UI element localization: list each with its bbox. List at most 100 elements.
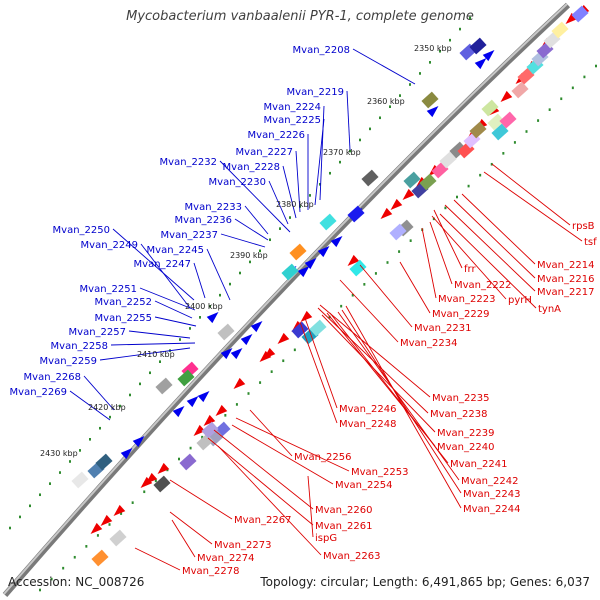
reverse-leader-line [299, 321, 338, 424]
tick-dot [328, 315, 331, 319]
reverse-gene-label: Mvan_2229 [432, 309, 489, 320]
forward-gene-label: Mvan_2230 [209, 177, 266, 188]
map-title: Mycobacterium vanbaalenii PYR-1, complet… [126, 9, 474, 24]
tick-dot [149, 371, 151, 375]
tick-dot [432, 217, 435, 221]
forward-gene-arrow [330, 235, 343, 248]
reverse-leader-line [319, 304, 431, 398]
reverse-gene-label: rpsB [572, 221, 595, 232]
tick-dot [99, 426, 101, 430]
reverse-leader-line [213, 429, 314, 510]
reverse-leader-line [207, 437, 314, 526]
gene-box [95, 453, 113, 471]
gene-box [177, 369, 195, 387]
gene-box [419, 173, 437, 191]
reverse-gene-arrow [90, 522, 103, 535]
forward-leader-line [282, 165, 297, 219]
tick-dot [386, 261, 389, 264]
tick-dot [259, 249, 261, 253]
reverse-gene-label: Mvan_2239 [437, 428, 494, 439]
tick-dot [319, 183, 321, 186]
kbp-mark: 2380 kbp [276, 200, 314, 209]
forward-leader-line [112, 228, 195, 301]
reverse-gene-label: ispG [315, 533, 337, 544]
forward-gene-label: Mvan_2249 [81, 240, 138, 251]
tick-dot [456, 195, 458, 199]
reverse-gene-label: Mvan_2217 [537, 287, 594, 298]
forward-gene-label: Mvan_2251 [80, 284, 137, 295]
gene-box [155, 377, 173, 395]
reverse-gene-arrow [203, 414, 216, 427]
label-leaders [69, 48, 583, 571]
reverse-gene-label: Mvan_2214 [537, 260, 594, 271]
reverse-gene-arrow [402, 188, 415, 201]
reverse-gene-label: Mvan_2263 [323, 551, 380, 562]
forward-leader-line [83, 375, 115, 411]
forward-leader-line [154, 316, 197, 327]
forward-gene-arrow [220, 347, 233, 360]
reverse-gene-label: Mvan_2231 [414, 323, 471, 334]
forward-leader-line [193, 262, 206, 299]
reverse-leader-line [249, 409, 293, 457]
tick-dot [96, 534, 99, 537]
tick-dot [490, 162, 493, 166]
kbp-mark: 2390 kbp [230, 251, 268, 260]
reverse-leader-line [421, 227, 437, 299]
tick-dot [349, 149, 351, 153]
tick-dot [143, 490, 146, 494]
gene-box [571, 5, 589, 23]
forward-leader-line [128, 330, 191, 339]
reverse-leader-line [169, 511, 213, 545]
kbp-mark: 2430 kbp [40, 449, 78, 458]
forward-gene-label: Mvan_2259 [40, 356, 97, 367]
tick-dot [247, 392, 250, 395]
tick-dot [537, 119, 540, 122]
forward-gene-label: Mvan_2247 [134, 259, 191, 270]
gene-features [71, 4, 590, 567]
reverse-leader-line [483, 171, 583, 242]
forward-leader-line [206, 248, 231, 301]
tick-dot [289, 216, 291, 219]
gene-box [91, 549, 109, 567]
reverse-gene-label: Mvan_2246 [339, 404, 396, 415]
gene-box [551, 21, 569, 39]
tick-dot [409, 239, 412, 242]
reverse-leader-line [431, 215, 507, 300]
reverse-leader-line [429, 221, 453, 285]
reverse-gene-arrow [259, 350, 272, 363]
kbp-mark: 2360 kbp [367, 97, 405, 106]
tick-dot [444, 206, 447, 210]
tick-dot [109, 415, 111, 419]
gene-box [71, 471, 89, 489]
tick-dot [50, 577, 53, 581]
gene-box [196, 433, 214, 451]
reverse-gene-label: Mvan_2244 [463, 504, 520, 515]
tick-dot [219, 293, 221, 297]
reverse-leader-line [433, 209, 463, 269]
reverse-gene-label: Mvan_2274 [197, 553, 254, 564]
tick-dot [166, 468, 169, 472]
tick-dot [120, 512, 123, 515]
kbp-mark: 2410 kbp [137, 350, 175, 359]
tick-dot [189, 446, 192, 450]
reverse-leader-line [339, 279, 399, 343]
gene-box [421, 91, 439, 109]
forward-gene-label: Mvan_2255 [95, 313, 152, 324]
tick-dot [39, 588, 41, 592]
forward-gene-label: Mvan_2237 [161, 230, 218, 241]
kbp-mark: 2420 kbp [88, 403, 126, 412]
reverse-gene-label: Mvan_2273 [214, 540, 271, 551]
tick-dot [62, 566, 65, 570]
tick-dot [439, 49, 441, 53]
forward-gene-label: Mvan_2250 [53, 225, 110, 236]
reverse-gene-label: tsf [584, 237, 597, 248]
tick-dot [270, 370, 273, 373]
gene-box [517, 67, 535, 85]
tick-dot [389, 105, 391, 108]
reverse-gene-label: Mvan_2223 [438, 294, 495, 305]
reverse-gene-label: Mvan_2248 [339, 419, 396, 430]
forward-leader-line [139, 287, 196, 311]
reverse-leader-line [345, 305, 462, 509]
tick-dot [309, 194, 311, 197]
reverse-gene-label: Mvan_2238 [430, 409, 487, 420]
